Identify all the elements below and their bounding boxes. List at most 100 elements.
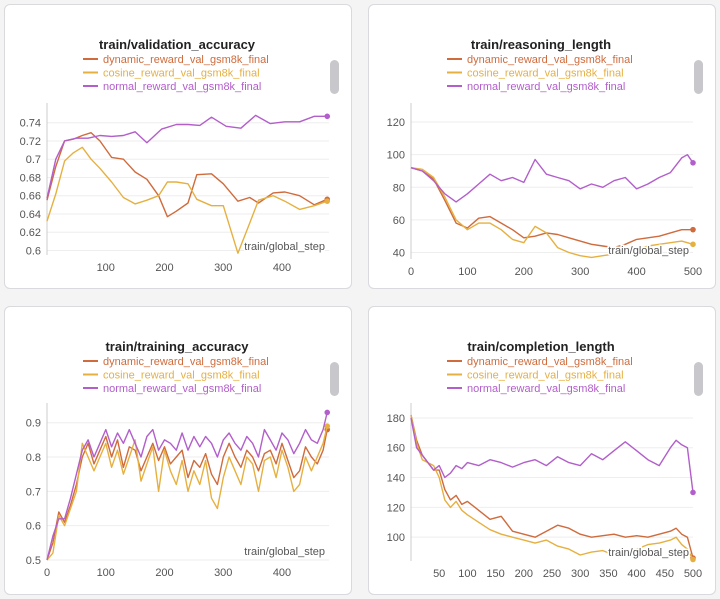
x-tick-label: 300 [571, 266, 589, 278]
legend-entry[interactable]: normal_reward_val_gsm8k_final [467, 383, 625, 395]
y-tick-label: 0.7 [26, 486, 41, 498]
x-tick-label: 200 [155, 262, 173, 274]
series-line[interactable] [410, 417, 694, 493]
x-tick-label: 500 [684, 568, 702, 580]
y-tick-label: 0.64 [20, 209, 41, 221]
series-line[interactable] [410, 167, 694, 259]
chart-training-accuracy: train/training_accuracy dynamic_reward_va… [26, 339, 331, 579]
x-tick-label: 200 [155, 567, 173, 579]
y-tick-label: 120 [387, 502, 405, 514]
y-tick-label: 0.6 [26, 521, 41, 533]
x-tick-label: 400 [273, 567, 291, 579]
x-tick-label: 100 [458, 266, 476, 278]
x-tick-label: 350 [599, 568, 617, 580]
series-line[interactable] [46, 146, 328, 254]
legend-entry[interactable]: dynamic_reward_val_gsm8k_final [103, 54, 269, 66]
y-tick-label: 140 [387, 473, 405, 485]
chart-panel-training-accuracy: train/training_accuracy dynamic_reward_va… [4, 306, 352, 595]
chart-title: train/validation_accuracy [99, 37, 256, 52]
chart-reasoning-length: train/reasoning_length dynamic_reward_val… [387, 37, 703, 278]
y-tick-label: 100 [387, 532, 405, 544]
x-tick-label: 400 [273, 262, 291, 274]
legend-entry[interactable]: normal_reward_val_gsm8k_final [467, 81, 625, 93]
legend-entry[interactable]: cosine_reward_val_gsm8k_final [467, 68, 624, 80]
y-tick-label: 0.72 [20, 136, 41, 148]
legend-entry[interactable]: dynamic_reward_val_gsm8k_final [103, 356, 269, 368]
x-axis-label: train/global_step [608, 245, 689, 257]
x-tick-label: 400 [627, 266, 645, 278]
x-tick-label: 150 [486, 568, 504, 580]
series-end-point[interactable] [324, 198, 331, 204]
y-tick-label: 120 [387, 117, 405, 129]
x-tick-label: 500 [684, 266, 702, 278]
legend-entry[interactable]: normal_reward_val_gsm8k_final [103, 383, 261, 395]
series-line[interactable] [46, 412, 328, 561]
x-tick-label: 100 [458, 568, 476, 580]
legend-scrollbar[interactable] [330, 362, 339, 396]
x-tick-label: 300 [214, 262, 232, 274]
series-end-point[interactable] [324, 113, 331, 120]
chart-panel-validation-accuracy: train/validation_accuracy dynamic_reward_… [4, 4, 352, 289]
series-end-point[interactable] [324, 423, 331, 429]
series-end-point[interactable] [690, 160, 696, 166]
chart-title: train/completion_length [467, 339, 614, 354]
legend-entry[interactable]: dynamic_reward_val_gsm8k_final [467, 356, 633, 368]
x-tick-label: 0 [408, 266, 414, 278]
series-line[interactable] [410, 414, 694, 559]
y-tick-label: 80 [393, 182, 405, 194]
x-tick-label: 450 [656, 568, 674, 580]
y-tick-label: 0.5 [26, 555, 41, 567]
x-tick-label: 100 [97, 262, 115, 274]
x-axis-label: train/global_step [608, 547, 689, 559]
y-tick-label: 0.7 [26, 154, 41, 166]
x-axis-label: train/global_step [244, 241, 325, 253]
y-tick-label: 180 [387, 413, 405, 425]
legend-entry[interactable]: dynamic_reward_val_gsm8k_final [467, 54, 633, 66]
x-tick-label: 100 [97, 567, 115, 579]
legend-entry[interactable]: cosine_reward_val_gsm8k_final [467, 370, 624, 382]
y-tick-label: 0.68 [20, 172, 41, 184]
x-tick-label: 200 [515, 568, 533, 580]
legend-scrollbar[interactable] [330, 60, 339, 94]
y-tick-label: 0.74 [20, 118, 41, 130]
y-tick-label: 0.8 [26, 452, 41, 464]
series-end-point[interactable] [690, 556, 696, 563]
y-tick-label: 60 [393, 215, 405, 227]
series-line[interactable] [46, 114, 328, 199]
chart-title: train/training_accuracy [105, 339, 249, 354]
legend-entry[interactable]: normal_reward_val_gsm8k_final [103, 81, 261, 93]
series-end-point[interactable] [690, 241, 696, 248]
series-end-point[interactable] [690, 489, 696, 496]
series-line[interactable] [410, 167, 693, 249]
series-line[interactable] [410, 414, 694, 560]
series-line[interactable] [46, 131, 328, 218]
y-tick-label: 40 [393, 247, 405, 259]
series-end-point[interactable] [324, 409, 331, 416]
series-line[interactable] [410, 153, 694, 203]
chart-panel-reasoning-length: train/reasoning_length dynamic_reward_val… [368, 4, 716, 289]
legend-scrollbar[interactable] [694, 60, 703, 94]
series-line[interactable] [46, 429, 328, 561]
chart-title: train/reasoning_length [471, 37, 611, 52]
series-line[interactable] [46, 426, 328, 561]
x-tick-label: 400 [627, 568, 645, 580]
series-end-point[interactable] [690, 226, 696, 233]
x-tick-label: 50 [433, 568, 445, 580]
chart-completion-length: train/completion_length dynamic_reward_va… [387, 339, 703, 580]
y-tick-label: 0.62 [20, 227, 41, 239]
legend-scrollbar[interactable] [694, 362, 703, 396]
y-tick-label: 0.66 [20, 191, 41, 203]
x-tick-label: 300 [571, 568, 589, 580]
legend-entry[interactable]: cosine_reward_val_gsm8k_final [103, 370, 260, 382]
y-tick-label: 0.6 [26, 245, 41, 257]
y-tick-label: 0.9 [26, 418, 41, 430]
x-tick-label: 250 [543, 568, 561, 580]
x-axis-label: train/global_step [244, 546, 325, 558]
chart-panel-completion-length: train/completion_length dynamic_reward_va… [368, 306, 716, 595]
legend-entry[interactable]: cosine_reward_val_gsm8k_final [103, 68, 260, 80]
y-tick-label: 100 [387, 150, 405, 162]
x-tick-label: 300 [214, 567, 232, 579]
y-tick-label: 160 [387, 443, 405, 455]
x-tick-label: 200 [515, 266, 533, 278]
x-tick-label: 0 [44, 567, 50, 579]
